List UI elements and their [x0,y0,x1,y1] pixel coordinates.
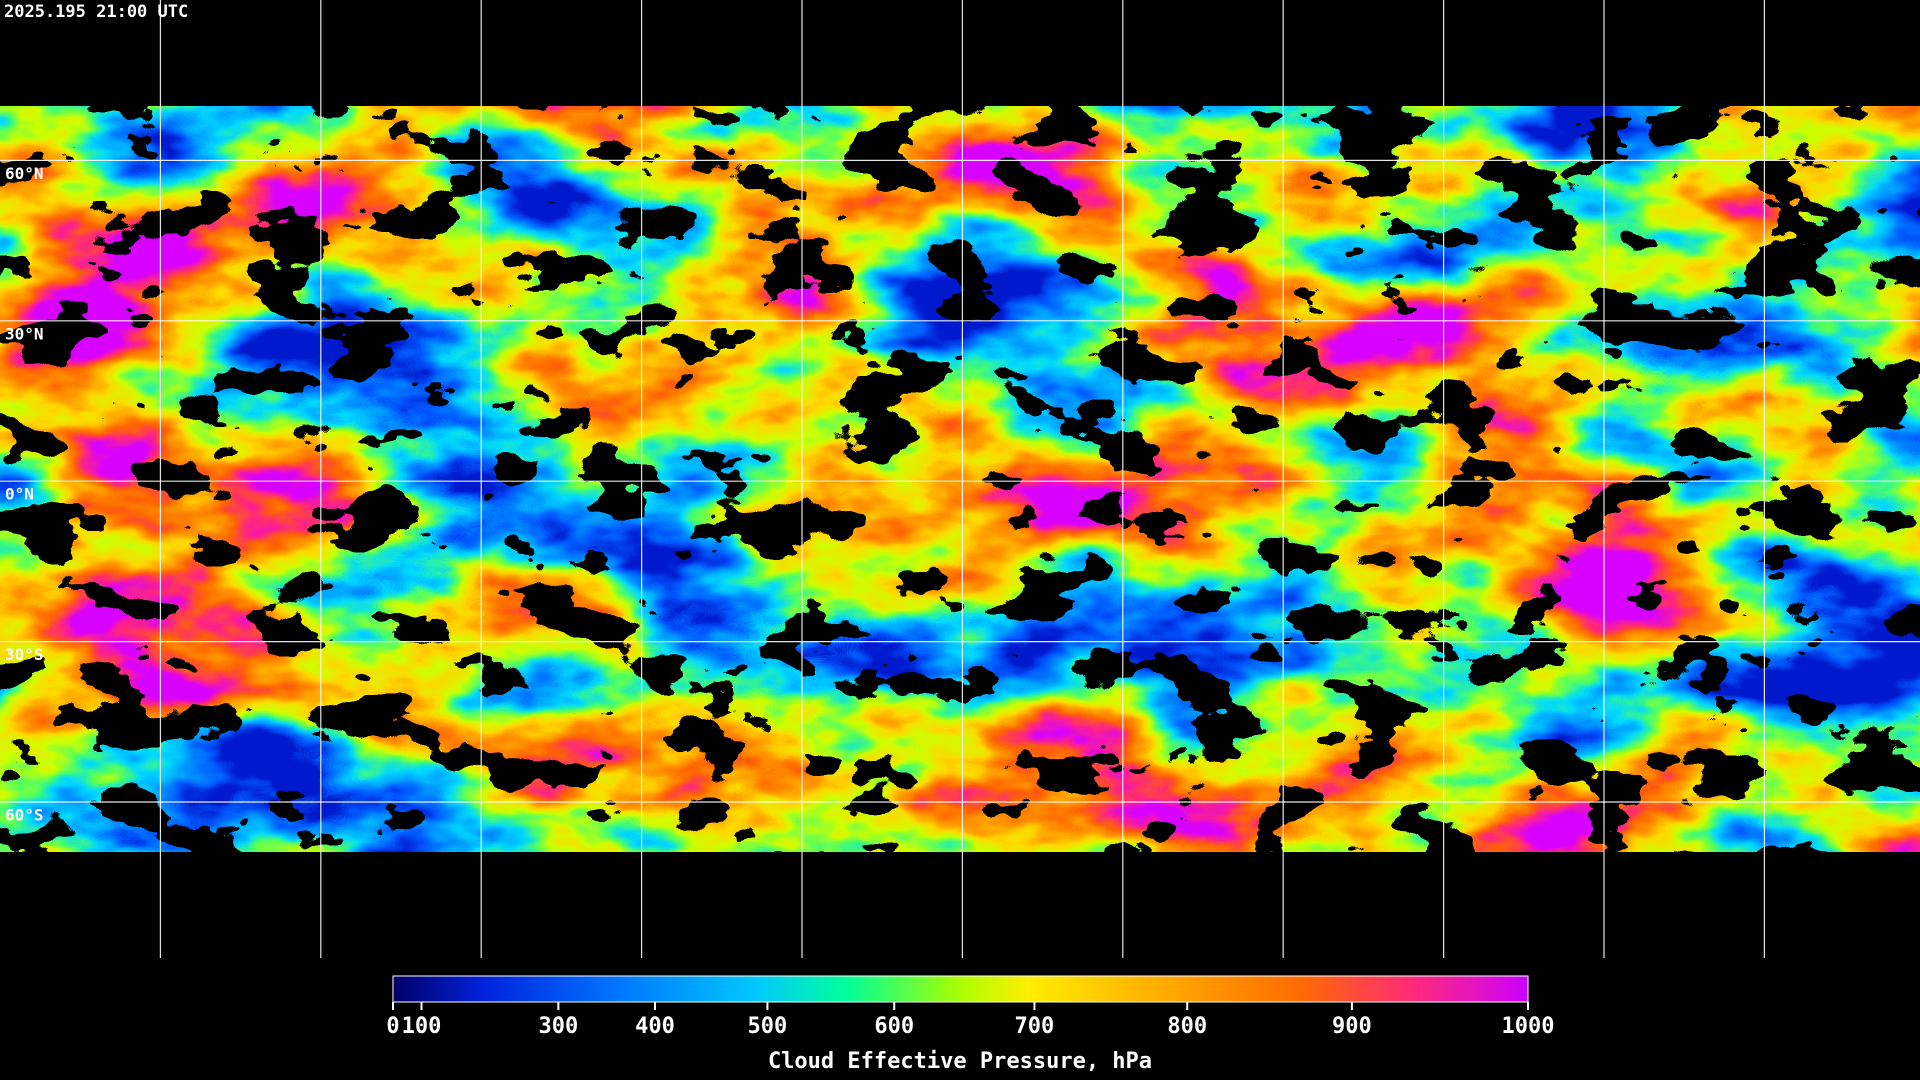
tick-label: 600 [874,1014,914,1039]
colorbar [392,975,1529,1003]
tick-label: 900 [1332,1014,1372,1039]
cloud-field [0,106,1920,852]
colorbar-ticks: 0 100 300 400 500 600 700 800 900 1000 [386,1002,1554,1039]
tick-label: 700 [1015,1014,1055,1039]
lat-labels: 60°N 30°N 0°N 30°S 60°S [5,164,44,825]
lat-label: 30°S [5,645,44,664]
graticule [0,0,1920,958]
timestamp: 2025.195 21:00 UTC [4,2,188,22]
colorbar-label: Cloud Effective Pressure, hPa [768,1049,1152,1074]
tick-label: 500 [748,1014,788,1039]
tick-label: 1000 [1502,1014,1555,1039]
lat-label: 30°N [5,324,44,343]
lat-label: 60°S [5,806,44,825]
tick-label: 300 [538,1014,578,1039]
tick-label: 800 [1167,1014,1207,1039]
tick-label: 0 [386,1014,399,1039]
lat-label: 0°N [5,485,34,504]
tick-label: 400 [635,1014,675,1039]
tick-label: 100 [402,1014,442,1039]
lat-label: 60°N [5,164,44,183]
